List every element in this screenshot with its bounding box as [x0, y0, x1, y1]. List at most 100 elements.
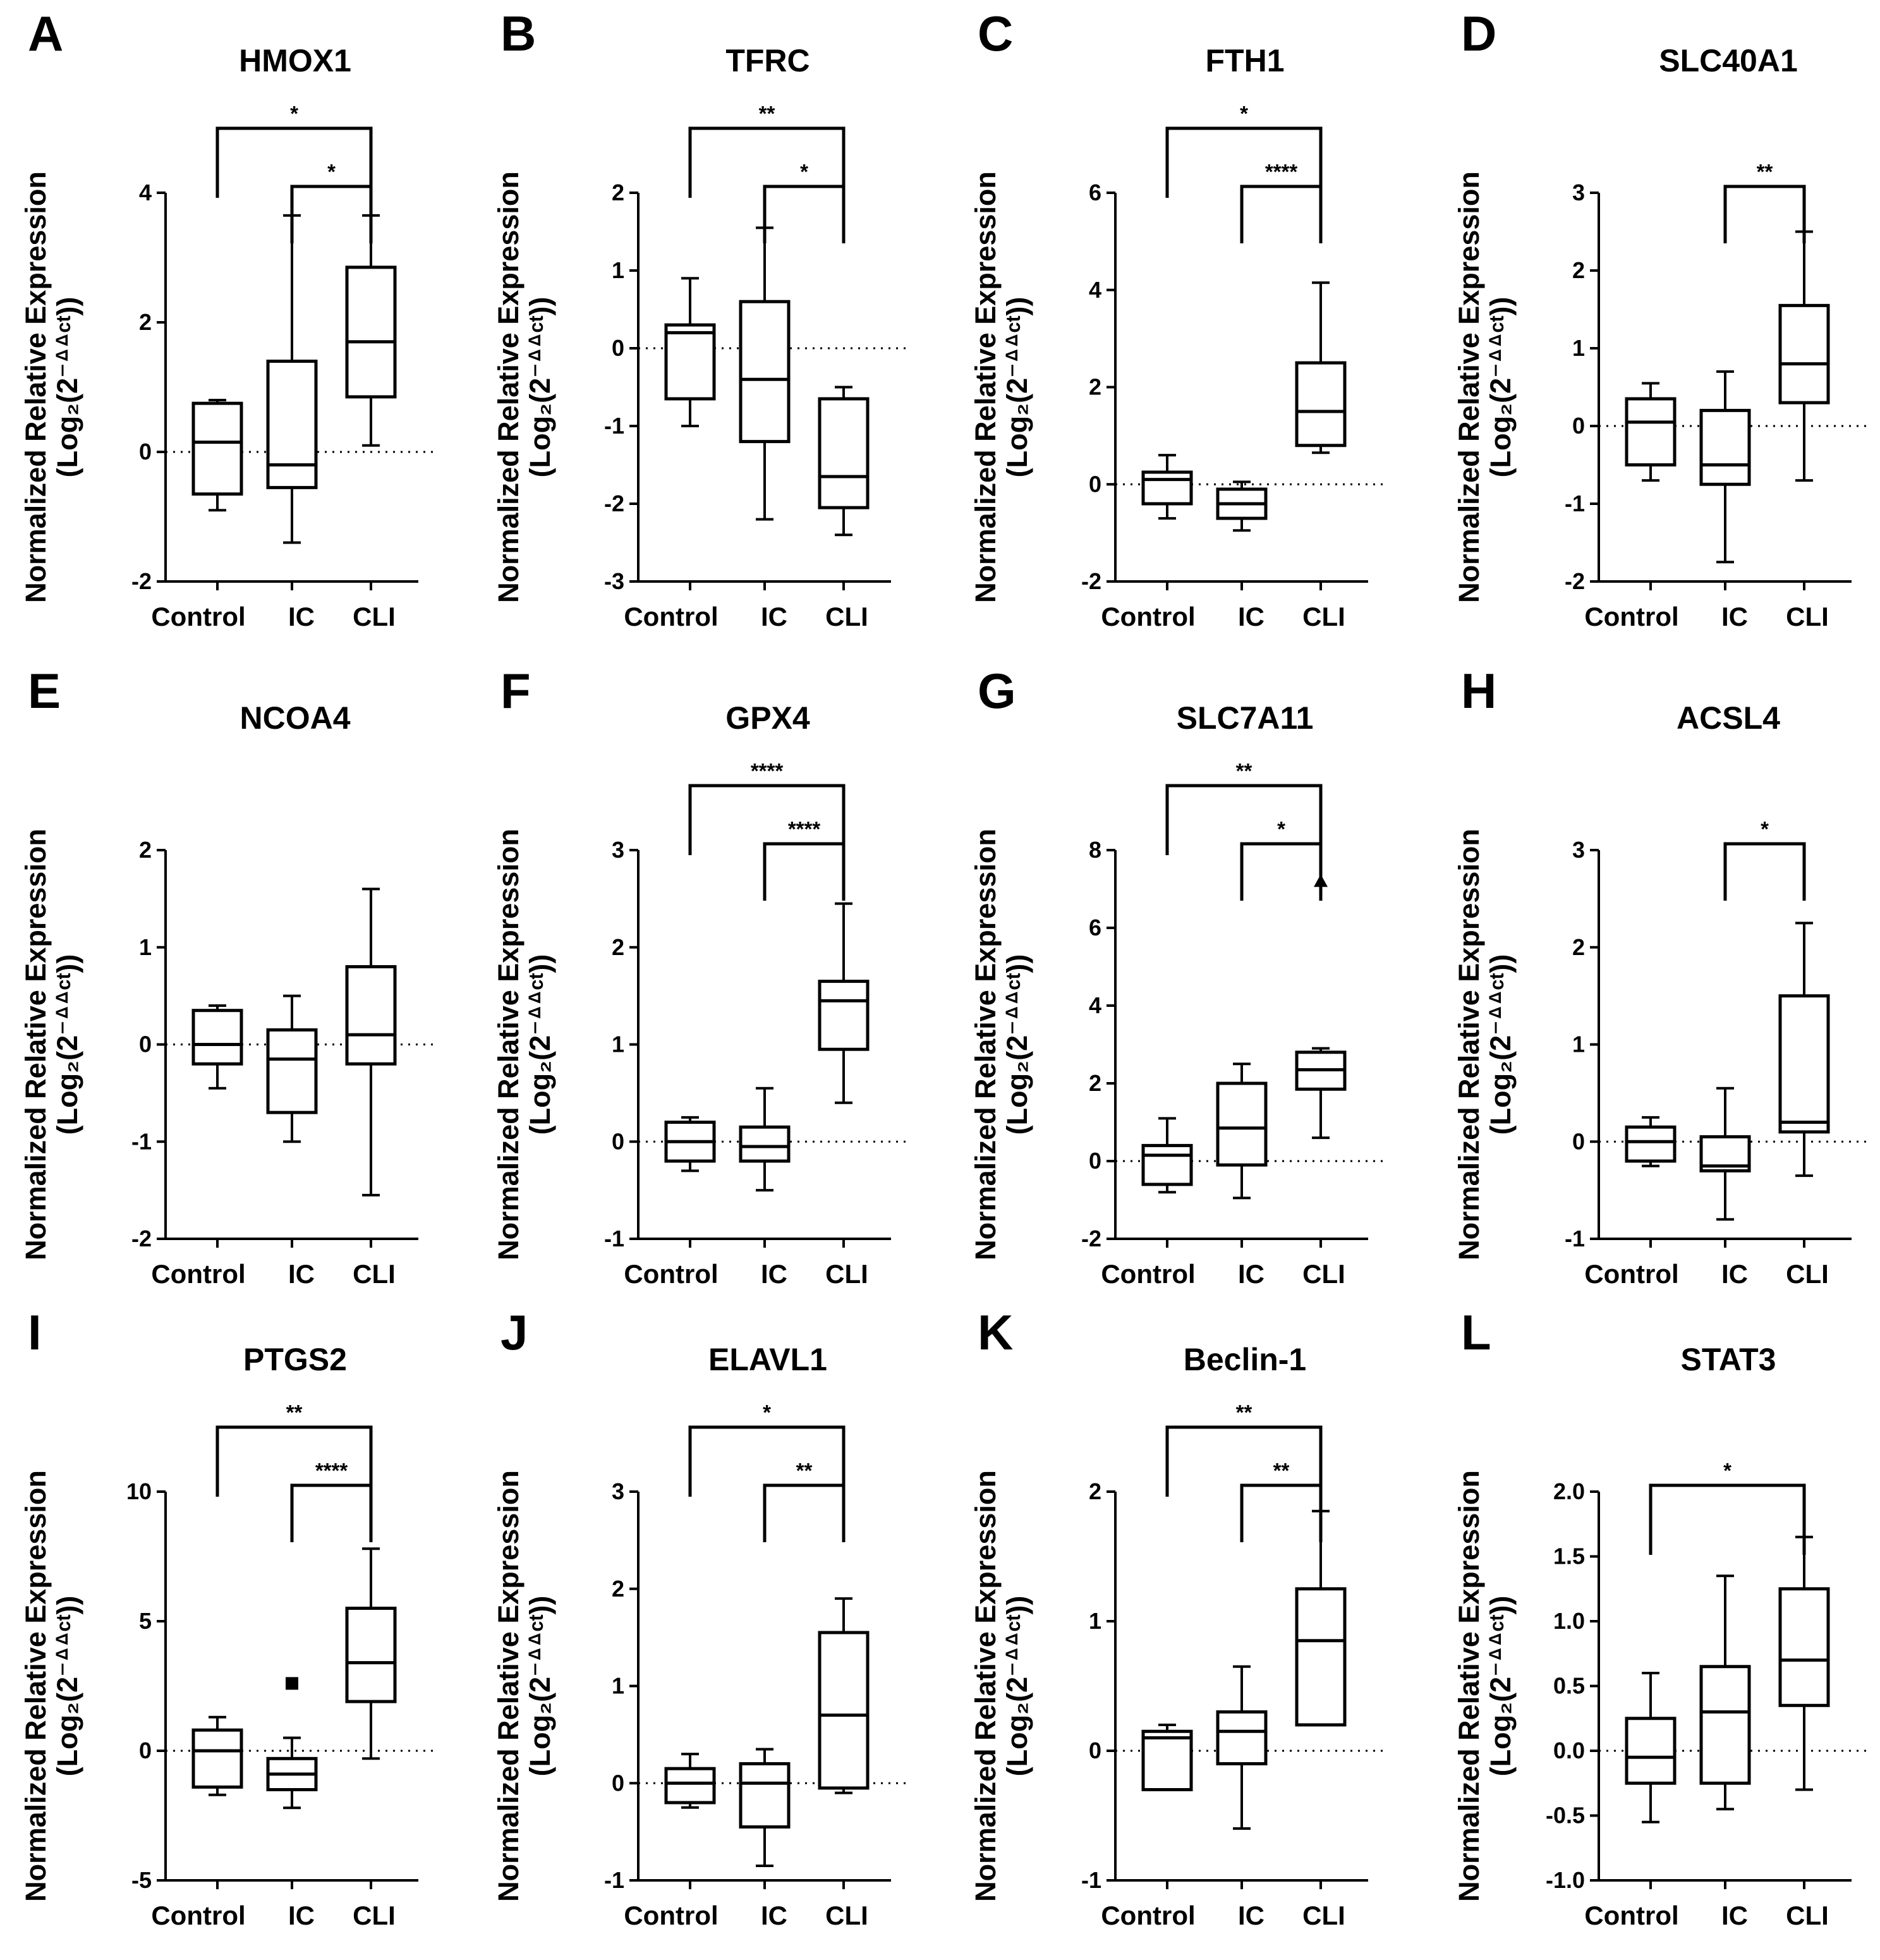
y-tick-label: -1 [1081, 1867, 1101, 1893]
y-tick-label: 0 [1572, 1128, 1585, 1154]
y-tick-label: 10 [126, 1478, 152, 1504]
y-tick-label: -1 [604, 1226, 624, 1251]
box-iqr [1141, 1143, 1193, 1186]
outlier-square-marker [286, 1677, 298, 1690]
box-iqr [739, 1762, 791, 1829]
box-iqr [345, 1607, 397, 1703]
box-iqr [1778, 1587, 1830, 1707]
y-tick-label: -1 [131, 1128, 152, 1154]
y-axis-label-formula: (Log₂(2⁻ᐞᐞᶜᵗ)) [524, 1596, 556, 1777]
y-tick-label: 6 [1089, 915, 1101, 940]
x-category-label: CLI [1302, 1259, 1345, 1289]
significance-label: ** [1236, 1401, 1252, 1424]
x-category-label: CLI [1786, 602, 1829, 631]
y-tick-label: -5 [131, 1867, 152, 1893]
box-iqr [1778, 994, 1830, 1134]
box-iqr [1216, 1710, 1268, 1765]
significance-bracket [688, 126, 846, 198]
significance-label: * [1240, 102, 1248, 125]
x-category-label: IC [761, 602, 787, 631]
box-ic [1216, 480, 1268, 532]
y-tick-label: 8 [1089, 837, 1101, 863]
box-cli [818, 902, 870, 1104]
x-category-label: Control [624, 602, 718, 631]
box-cli [818, 386, 870, 537]
y-tick-label: 3 [612, 1478, 624, 1504]
y-tick-label: 0 [139, 1032, 152, 1057]
y-tick-label: 0 [612, 1770, 624, 1796]
x-category-label: IC [288, 602, 315, 631]
y-tick-label: 0 [612, 335, 624, 361]
box-cli [1778, 1535, 1830, 1791]
x-category-label: CLI [353, 1901, 396, 1930]
box-iqr [345, 265, 397, 399]
y-tick-label: -2 [131, 1226, 152, 1251]
box-iqr [266, 1028, 318, 1114]
x-category-label: CLI [825, 1901, 868, 1930]
y-tick-label: 5 [139, 1608, 152, 1634]
x-category-label: IC [1721, 1901, 1748, 1930]
significance-label: ** [759, 102, 775, 125]
y-axis-label-formula: (Log₂(2⁻ᐞᐞᶜᵗ)) [1484, 297, 1517, 478]
panel-g: G SLC7A11 Normalized Relative Expression (L… [969, 663, 1387, 1289]
box-ic [1699, 370, 1751, 564]
y-tick-label: 2 [139, 309, 152, 335]
box-cli [818, 1597, 870, 1794]
y-tick-label: 0 [1089, 471, 1101, 497]
y-tick-label: 6 [1089, 180, 1101, 205]
x-category-label: CLI [825, 602, 868, 631]
box-ic [1699, 1574, 1751, 1811]
y-tick-label: 0 [139, 1738, 152, 1763]
y-tick-label: 0 [139, 439, 152, 465]
box-iqr [345, 965, 397, 1066]
box-iqr [818, 1631, 870, 1790]
y-tick-label: 4 [139, 180, 152, 205]
significance-label: * [763, 1401, 771, 1424]
x-category-label: IC [288, 1259, 315, 1289]
y-axis-label-formula: (Log₂(2⁻ᐞᐞᶜᵗ)) [51, 954, 83, 1135]
box-iqr [191, 401, 243, 496]
significance-bracket [1165, 126, 1323, 198]
x-category-label: IC [761, 1901, 787, 1930]
box-ic [1699, 1087, 1751, 1221]
y-axis-label-formula: (Log₂(2⁻ᐞᐞᶜᵗ)) [1001, 297, 1033, 478]
y-axis-label: Normalized Relative Expression [969, 1470, 1002, 1902]
panel-k: K Beclin-1 Normalized Relative Expression(… [969, 1305, 1387, 1930]
x-category-label: IC [288, 1901, 315, 1930]
y-tick-label: 1 [1572, 1032, 1585, 1057]
y-tick-label: -2 [1081, 568, 1101, 594]
significance-bracket [1723, 185, 1806, 243]
box-iqr [818, 980, 870, 1051]
y-tick-label: 0.5 [1553, 1673, 1585, 1699]
significance-label: * [327, 160, 336, 183]
box-iqr [1141, 1729, 1193, 1791]
y-tick-label: 1 [612, 1032, 624, 1057]
y-tick-label: 1 [139, 934, 152, 960]
panel-letter: C [978, 6, 1013, 61]
y-tick-label: 3 [1572, 837, 1585, 863]
box-iqr [266, 360, 318, 489]
significance-label: **** [1265, 160, 1298, 183]
x-category-label: CLI [353, 1259, 396, 1289]
y-axis-label-formula: (Log₂(2⁻ᐞᐞᶜᵗ)) [524, 297, 556, 478]
box-iqr [1625, 1125, 1677, 1163]
panel-letter: K [978, 1305, 1013, 1360]
y-axis-label-formula: (Log₂(2⁻ᐞᐞᶜᵗ)) [1484, 954, 1517, 1135]
box-iqr [1699, 408, 1751, 486]
y-axis-label: Normalized Relative Expression [492, 1470, 525, 1902]
y-axis-label: Normalized Relative Expression [20, 171, 52, 603]
panel-title: STAT3 [1681, 1342, 1776, 1377]
panel-title: SLC7A11 [1177, 700, 1314, 736]
y-tick-label: -1 [1565, 1226, 1585, 1251]
box-control [1625, 1672, 1677, 1823]
significance-bracket [1240, 1483, 1323, 1542]
box-ic [266, 1736, 318, 1810]
y-tick-label: -2 [1565, 568, 1585, 594]
panel-l: L STAT3 Normalized Relative Expression (Log… [1453, 1305, 1871, 1930]
box-cli [345, 1547, 397, 1760]
box-ic [266, 994, 318, 1143]
box-iqr [1625, 1717, 1677, 1785]
panel-letter: I [28, 1305, 42, 1360]
y-tick-label: -1 [1565, 490, 1585, 516]
significance-label: * [1277, 817, 1285, 841]
